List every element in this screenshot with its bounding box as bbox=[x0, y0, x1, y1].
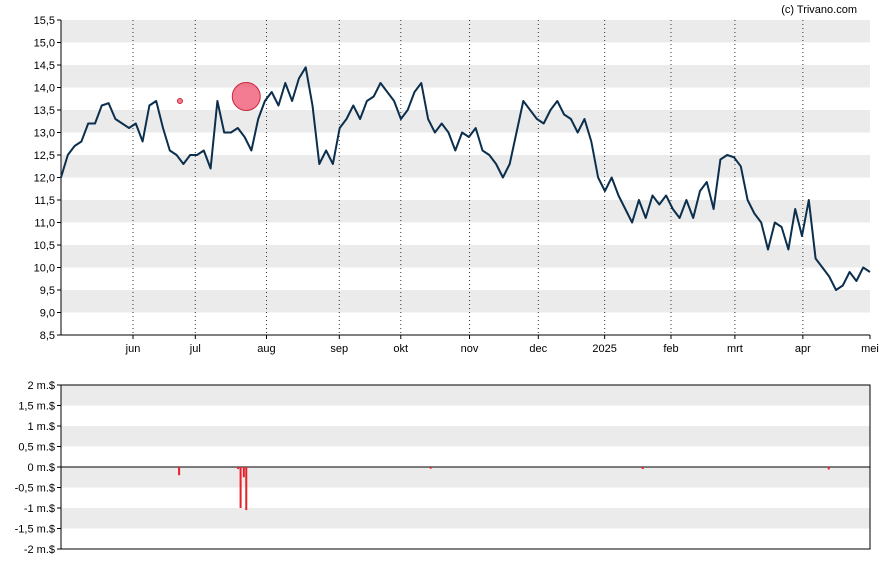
y-tick-label: 14,5 bbox=[34, 60, 55, 72]
price-band bbox=[61, 200, 870, 223]
volume-frame bbox=[60, 384, 871, 550]
volume-tick-label: -2 m.$ bbox=[24, 544, 55, 556]
y-tick-label: 10,0 bbox=[34, 263, 55, 275]
x-tick-label: dec bbox=[529, 343, 547, 355]
y-tick-label: 12,0 bbox=[34, 173, 55, 185]
y-tick-label: 9,0 bbox=[40, 308, 55, 320]
x-tick-label: jun bbox=[125, 343, 141, 355]
x-tick-label: mei bbox=[861, 343, 879, 355]
price-band bbox=[61, 65, 870, 88]
y-tick-label: 10,5 bbox=[34, 240, 55, 252]
x-tick-label: 2025 bbox=[592, 343, 616, 355]
volume-tick-label: 2 m.$ bbox=[27, 380, 55, 392]
y-tick-label: 15,5 bbox=[34, 15, 55, 27]
x-tick-label: okt bbox=[393, 343, 408, 355]
volume-tick-label: 1,5 m.$ bbox=[18, 401, 55, 413]
volume-bar bbox=[429, 467, 432, 469]
price-chart-panel: jun jul aug sep okt nov dec 2025 feb mrt apr mei 15,… bbox=[34, 15, 879, 355]
volume-band bbox=[61, 467, 870, 488]
x-tick-label: jul bbox=[189, 343, 201, 355]
x-tick-label: nov bbox=[461, 343, 479, 355]
volume-bar bbox=[242, 467, 245, 478]
volume-bar bbox=[827, 467, 830, 470]
x-tick-label: mrt bbox=[727, 343, 743, 355]
volume-bar bbox=[641, 467, 644, 470]
price-band bbox=[61, 245, 870, 268]
volume-tick-label: -0,5 m.$ bbox=[15, 483, 55, 495]
volume-chart-panel: 2 m.$ 1,5 m.$ 1 m.$ 0,5 m.$ 0 m.$ -0,5 m.$ -1 … bbox=[15, 380, 871, 556]
volume-tick-label: 0,5 m.$ bbox=[18, 442, 55, 454]
y-tick-label: 15,0 bbox=[34, 38, 55, 50]
volume-bar bbox=[239, 467, 242, 508]
y-tick-label: 13,0 bbox=[34, 128, 55, 140]
price-band bbox=[61, 155, 870, 178]
price-band bbox=[61, 110, 870, 133]
x-tick-label: apr bbox=[795, 343, 811, 355]
y-tick-label: 13,5 bbox=[34, 105, 55, 117]
trade-marker bbox=[176, 98, 183, 104]
volume-tick-label: -1 m.$ bbox=[24, 503, 55, 515]
trade-marker bbox=[231, 82, 261, 111]
y-tick-label: 11,5 bbox=[34, 195, 55, 207]
price-line bbox=[60, 66, 871, 291]
x-tick-label: aug bbox=[257, 343, 275, 355]
volume-tick-label: -1,5 m.$ bbox=[15, 524, 55, 536]
volume-band bbox=[61, 426, 870, 447]
volume-bar bbox=[237, 467, 240, 470]
x-tick-label: feb bbox=[663, 343, 678, 355]
volume-bar bbox=[178, 467, 181, 476]
x-tick-label: sep bbox=[330, 343, 348, 355]
copyright-label: (c) Trivano.com bbox=[781, 4, 857, 16]
volume-tick-label: 0 m.$ bbox=[27, 462, 55, 474]
volume-band bbox=[61, 385, 870, 406]
volume-tick-label: 1 m.$ bbox=[27, 421, 55, 433]
y-tick-label: 8,5 bbox=[40, 330, 55, 342]
y-tick-label: 11,0 bbox=[34, 218, 55, 230]
y-tick-label: 9,5 bbox=[40, 285, 55, 297]
price-band bbox=[61, 290, 870, 313]
volume-bar bbox=[245, 467, 248, 511]
price-band bbox=[61, 20, 870, 43]
y-tick-label: 14,0 bbox=[34, 83, 55, 95]
volume-band bbox=[61, 508, 870, 529]
y-tick-label: 12,5 bbox=[34, 150, 55, 162]
